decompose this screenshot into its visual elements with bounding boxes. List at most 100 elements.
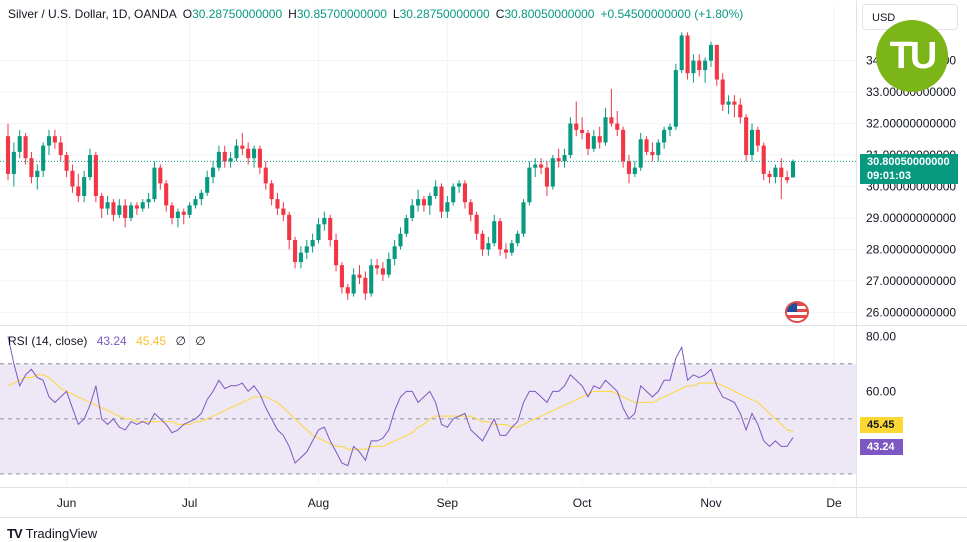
candle-body <box>269 183 274 200</box>
candle-body <box>17 136 22 152</box>
price-tick-label: 32.00000000000 <box>866 117 956 131</box>
candle-body <box>533 164 538 168</box>
candle-body <box>703 60 708 71</box>
candle-body <box>345 287 350 294</box>
change-value: +0.54500000000 (+1.80%) <box>600 7 744 21</box>
candle-body <box>615 123 620 130</box>
candle-body <box>175 211 180 218</box>
candle-body <box>70 170 75 187</box>
candle-body <box>87 155 93 178</box>
candle-body <box>281 208 286 215</box>
candle-body <box>468 202 473 215</box>
rsi-line <box>7 336 794 467</box>
close-label: C <box>495 7 505 21</box>
candle-body <box>609 117 614 124</box>
candle-body <box>193 199 198 206</box>
last-price-value: 30.80050000000 <box>867 156 950 169</box>
candle-body <box>562 155 567 162</box>
candle-body <box>603 117 608 143</box>
rsi-title[interactable]: RSI (14, close) <box>8 334 88 348</box>
candle-body <box>23 136 28 159</box>
candle-body <box>550 158 555 187</box>
currency-selector[interactable]: USD <box>862 4 958 30</box>
price-tick-label: 29.00000000000 <box>866 211 956 225</box>
candle-body <box>433 186 438 196</box>
candle-body <box>673 70 678 127</box>
close-value: 30.80050000000 <box>504 7 595 21</box>
high-value: 30.85700000000 <box>296 7 387 21</box>
candle-body <box>773 167 778 178</box>
candle-body <box>492 221 497 244</box>
symbol-title[interactable]: Silver / U.S. Dollar, 1D, OANDA <box>8 7 177 21</box>
candle-body <box>427 195 432 206</box>
candle-body <box>386 258 391 275</box>
candle-body <box>322 217 327 225</box>
candle-body <box>52 136 57 143</box>
candle-body <box>257 148 262 168</box>
low-value: 30.28750000000 <box>399 7 490 21</box>
candle-body <box>462 183 467 203</box>
candle-body <box>298 252 303 263</box>
rsi-ma-line <box>7 374 794 450</box>
candle-body <box>457 183 462 187</box>
candle-body <box>357 274 362 278</box>
candle-body <box>187 205 192 215</box>
candle-body <box>128 205 134 218</box>
candle-body <box>64 155 69 171</box>
candle-body <box>46 136 52 146</box>
candle-body <box>105 202 110 209</box>
candle-body <box>580 129 585 134</box>
footer-brand[interactable]: TV TradingView <box>7 526 97 541</box>
candle-body <box>158 167 163 184</box>
candle-body <box>667 126 673 130</box>
candle-body <box>790 161 796 178</box>
time-tick-label: Nov <box>700 496 721 510</box>
candle-body <box>181 211 186 215</box>
us-flag-icon[interactable] <box>785 301 809 323</box>
candle-body <box>222 151 227 162</box>
rsi-ma-tag: 45.45 <box>860 417 903 434</box>
candle-body <box>632 167 637 174</box>
candle-body <box>152 167 157 200</box>
candle-body <box>574 123 579 130</box>
candle-body <box>650 151 655 156</box>
candle-body <box>445 202 450 212</box>
candle-body <box>251 148 257 159</box>
low-label: L <box>392 7 400 21</box>
tradingview-brand: TradingView <box>25 526 98 541</box>
chart-legend: Silver / U.S. Dollar, 1D, OANDA O 30.2875… <box>8 7 749 21</box>
tradingview-logo-icon: TV <box>7 526 23 541</box>
candle-body <box>263 167 268 184</box>
candle-body <box>568 123 573 156</box>
candle-body <box>216 151 221 168</box>
candle-body <box>761 145 766 174</box>
candle-body <box>369 265 374 294</box>
price-tick-label: 26.00000000000 <box>866 305 956 319</box>
candle-body <box>164 183 169 206</box>
candle-body <box>328 217 333 241</box>
candle-body <box>644 139 649 152</box>
candle-body <box>597 136 602 143</box>
candle-body <box>527 167 532 203</box>
rsi-legend-value: 43.24 <box>96 334 127 348</box>
candle-body <box>556 158 561 162</box>
candle-body <box>35 170 40 178</box>
candle-body <box>375 265 380 269</box>
candle-body <box>304 246 309 253</box>
candle-body <box>134 205 139 209</box>
candle-body <box>486 243 491 250</box>
rsi-tick-label: 80.00 <box>866 329 896 343</box>
candle-body <box>123 205 128 218</box>
candle-body <box>316 224 321 241</box>
candle-body <box>380 268 385 275</box>
candle-body <box>585 133 591 149</box>
candle-body <box>621 129 626 162</box>
candle-body <box>392 246 397 259</box>
rsi-extra-1: ∅ <box>175 334 186 348</box>
candle-body <box>767 173 772 178</box>
rsi-value-tag: 43.24 <box>860 438 903 455</box>
candle-body <box>210 167 216 178</box>
broker-logo: TU <box>876 20 948 92</box>
candle-body <box>626 161 632 174</box>
